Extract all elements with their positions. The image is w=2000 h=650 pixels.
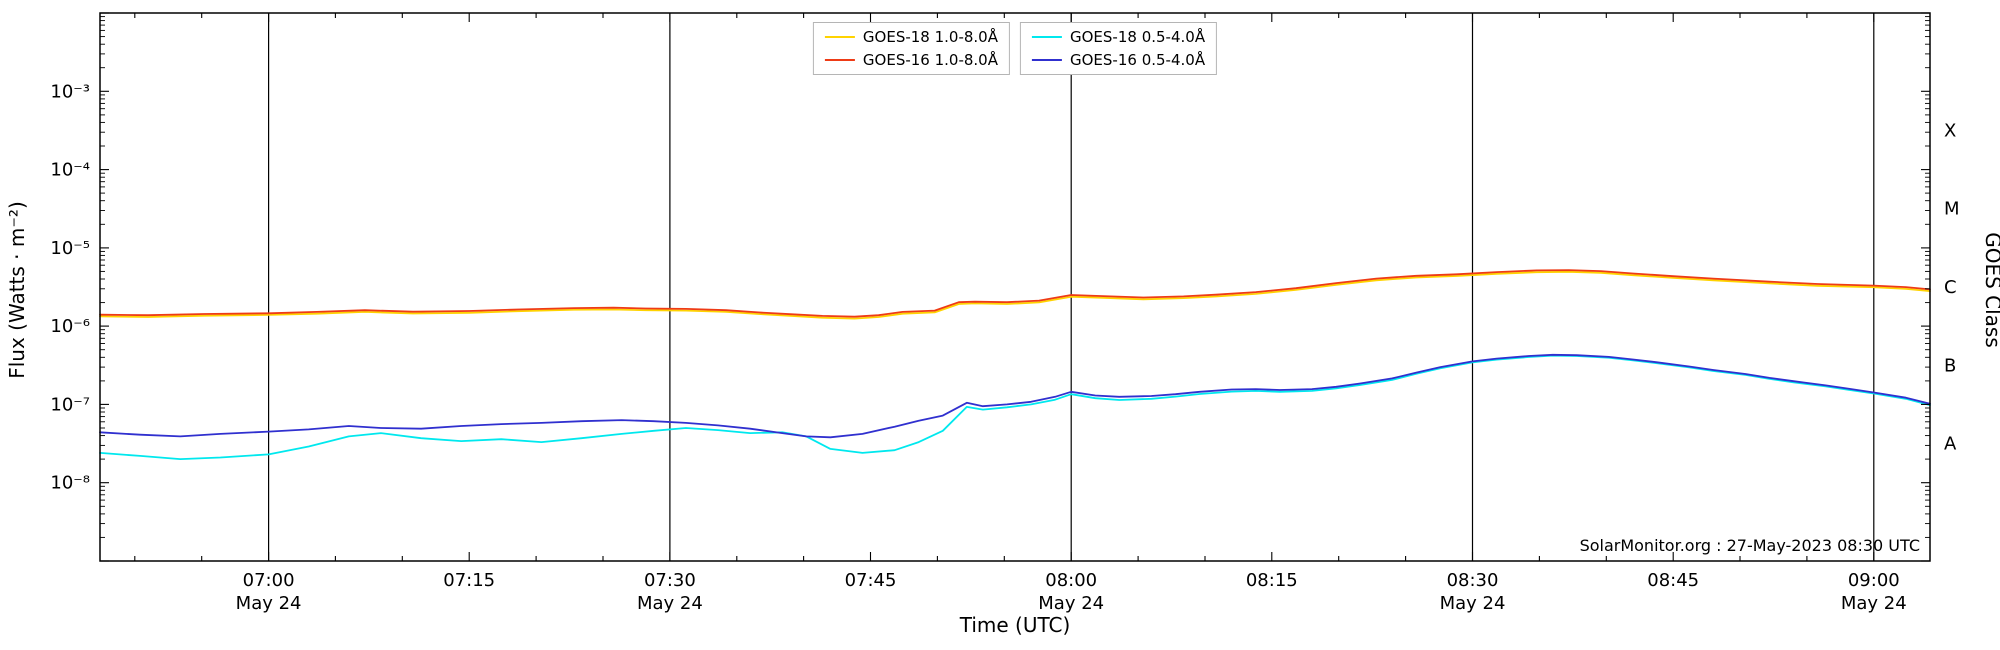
y-tick-label: 10⁻⁶	[50, 316, 90, 337]
plot-border	[99, 12, 1931, 562]
goes-class-label: C	[1944, 277, 1957, 298]
goes-class-label: X	[1944, 120, 1956, 141]
series-color-swatch	[824, 36, 855, 39]
y-tick-label: 10⁻³	[50, 81, 90, 102]
x-tick-label: 08:00	[1045, 570, 1097, 591]
goes-class-label: B	[1944, 355, 1956, 376]
x-tick-label: 07:00	[243, 570, 295, 591]
y-tick-label: 10⁻⁷	[50, 394, 90, 415]
y-tick-label: 10⁻⁵	[50, 238, 90, 259]
legend-entry: GOES-16 0.5-4.0Å	[1032, 50, 1206, 69]
legend-entry: GOES-18 0.5-4.0Å	[1032, 29, 1205, 46]
series-color-swatch	[1032, 58, 1062, 61]
y-axis-title: Flux (Watts · m⁻²)	[5, 201, 29, 379]
x-tick-date-label: May 24	[236, 593, 302, 614]
y-tick-label: 10⁻⁸	[50, 473, 90, 494]
series-line-0	[99, 270, 1931, 320]
x-tick-label: 09:00	[1848, 570, 1900, 591]
legend-entry: GOES-16 1.0-8.0Å	[824, 50, 998, 69]
right-axis-title: GOES Class	[1981, 232, 2000, 348]
legend-label: GOES-18 0.5-4.0Å	[1070, 28, 1206, 46]
watermark-text: SolarMonitor.org : 27-May-2023 08:30 UTC	[1580, 536, 1920, 555]
legend-box-short-channel: GOES-18 0.5-4.0Å GOES-16 0.5-4.0Å	[1020, 22, 1218, 75]
x-tick-label: 08:15	[1246, 570, 1298, 591]
x-tick-label: 07:15	[443, 570, 495, 591]
legend-label: GOES-16 1.0-8.0Å	[862, 50, 998, 69]
x-tick-label: 07:30	[644, 570, 696, 591]
series-color-swatch	[1032, 36, 1062, 39]
series-color-swatch	[824, 58, 855, 61]
x-tick-date-label: May 24	[1440, 593, 1506, 614]
goes-class-label: M	[1944, 199, 1960, 220]
series-line-1	[99, 269, 1931, 318]
x-tick-date-label: May 24	[637, 593, 703, 614]
y-tick-label: 10⁻⁴	[50, 160, 90, 181]
legend-box-long-channel: GOES-18 1.0-8.0Å GOES-16 1.0-8.0Å	[812, 22, 1010, 75]
x-tick-date-label: May 24	[1038, 593, 1104, 614]
goes-class-label: A	[1944, 434, 1957, 455]
series-line-3	[99, 353, 1931, 439]
x-tick-label: 08:30	[1447, 570, 1499, 591]
legend: GOES-18 1.0-8.0Å GOES-16 1.0-8.0Å GOES-1…	[812, 22, 1218, 75]
legend-label: GOES-16 0.5-4.0Å	[1070, 50, 1206, 69]
x-tick-label: 08:45	[1647, 570, 1699, 591]
x-tick-label: 07:45	[845, 570, 897, 591]
series-line-2	[99, 354, 1931, 461]
legend-label: GOES-18 1.0-8.0Å	[862, 28, 998, 46]
x-tick-date-label: May 24	[1841, 593, 1907, 614]
x-axis-title: Time (UTC)	[959, 613, 1071, 637]
legend-entry: GOES-18 1.0-8.0Å	[824, 28, 998, 46]
